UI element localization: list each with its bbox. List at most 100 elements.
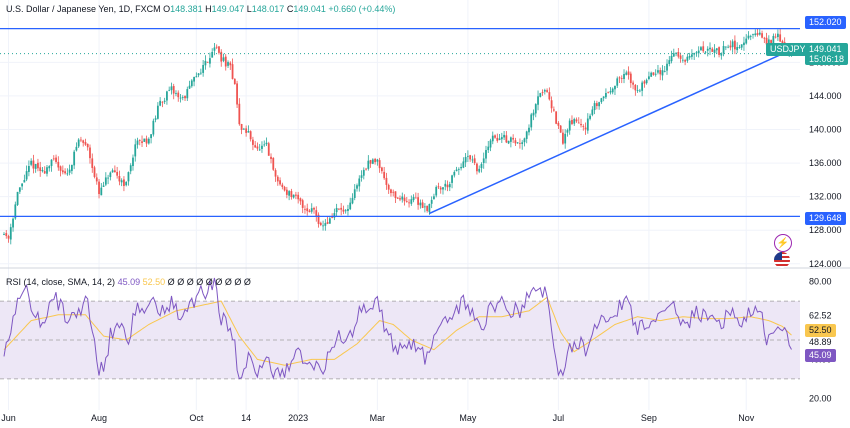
candle-body <box>3 233 5 235</box>
candle <box>295 191 297 200</box>
price-candles[interactable] <box>3 28 793 245</box>
candle <box>537 90 539 111</box>
candle <box>652 72 655 76</box>
candle <box>473 154 476 166</box>
candle-body <box>129 165 132 172</box>
candle <box>442 187 444 195</box>
candle-body <box>507 140 510 144</box>
candle <box>589 113 591 121</box>
candle <box>362 167 365 180</box>
candle <box>460 163 462 171</box>
last-price-tag[interactable]: 149.041 15:06:18 <box>805 43 849 65</box>
candle <box>482 152 485 169</box>
candle-body <box>21 183 24 187</box>
candle <box>439 186 442 194</box>
candle <box>52 155 55 161</box>
candle-body <box>213 47 216 51</box>
candle <box>102 181 105 187</box>
candle <box>543 88 546 95</box>
candle <box>222 53 225 63</box>
candle <box>50 159 53 172</box>
candle <box>98 179 100 199</box>
candle <box>349 197 352 211</box>
candle <box>720 52 723 60</box>
candle-body <box>37 162 39 169</box>
candle-body <box>328 218 331 224</box>
candle <box>453 170 456 178</box>
candle <box>195 72 198 78</box>
candle <box>281 182 284 190</box>
horizontal-levels[interactable] <box>0 27 800 218</box>
candle-body <box>638 90 641 92</box>
symbol-tag[interactable]: USDJPY <box>766 43 810 56</box>
candle-body <box>390 189 392 194</box>
candle <box>476 162 478 175</box>
candle-body <box>414 197 417 199</box>
candle <box>283 185 286 192</box>
candle-body <box>206 61 209 63</box>
candle-body <box>586 118 589 131</box>
candle <box>374 157 377 165</box>
candle-body <box>498 138 501 140</box>
candle-body <box>362 169 365 176</box>
time-axis[interactable]: Jun Aug Oct 14 2023 Mar May Jul Sep Nov <box>1 413 754 423</box>
time-tick-label: Mar <box>370 413 386 423</box>
trend-line[interactable] <box>429 49 792 215</box>
candle-body <box>496 137 499 141</box>
candle-body <box>70 164 73 171</box>
candle-body <box>233 78 236 85</box>
candle-body <box>95 177 98 182</box>
candle <box>632 80 634 90</box>
candle-body <box>378 160 381 169</box>
candle <box>378 157 381 173</box>
us-flag-icon[interactable] <box>774 252 790 268</box>
candle-body <box>541 92 544 93</box>
rsi-value-tag[interactable]: 45.09 <box>805 349 836 362</box>
candle-body <box>265 142 268 145</box>
candle <box>77 138 80 149</box>
candle <box>541 89 544 96</box>
candle <box>66 168 69 176</box>
candle <box>7 234 10 243</box>
candle-body <box>46 167 48 174</box>
candle <box>304 205 306 214</box>
na-mark: Ø <box>224 277 232 287</box>
candle-body <box>75 146 78 151</box>
candle <box>727 44 730 49</box>
candle-body <box>641 82 644 91</box>
candle-body <box>634 84 637 91</box>
candle <box>5 230 8 239</box>
resistance-price-tag[interactable]: 152.020 <box>805 16 846 29</box>
price-axis[interactable]: 124.000 128.000 132.000 136.000 140.000 144.0… <box>809 57 842 268</box>
candle <box>469 154 472 162</box>
candle-body <box>360 175 363 178</box>
lightning-icon[interactable]: ⚡ <box>774 234 792 252</box>
candle <box>193 76 195 87</box>
candle <box>729 40 732 51</box>
candle <box>446 180 449 192</box>
candle <box>179 94 182 103</box>
candle-body <box>98 181 100 195</box>
candle-body <box>433 196 435 200</box>
candle <box>745 34 748 45</box>
support-price-tag[interactable]: 129.648 <box>805 212 846 225</box>
candle <box>485 145 487 164</box>
rsi-ma-tag[interactable]: 52.50 <box>805 324 836 337</box>
candle-body <box>770 40 773 45</box>
candle <box>466 150 469 163</box>
candle-body <box>636 90 639 91</box>
candle-body <box>100 187 103 196</box>
candle-body <box>779 34 782 42</box>
candle-body <box>324 223 327 226</box>
candle <box>333 208 336 221</box>
candle <box>736 42 739 54</box>
candle-body <box>580 123 582 126</box>
candle <box>598 101 601 110</box>
candle <box>620 75 623 84</box>
candle <box>136 137 139 149</box>
candle-body <box>466 155 469 157</box>
close-value: 149.041 <box>293 4 326 14</box>
candle-body <box>525 131 528 139</box>
